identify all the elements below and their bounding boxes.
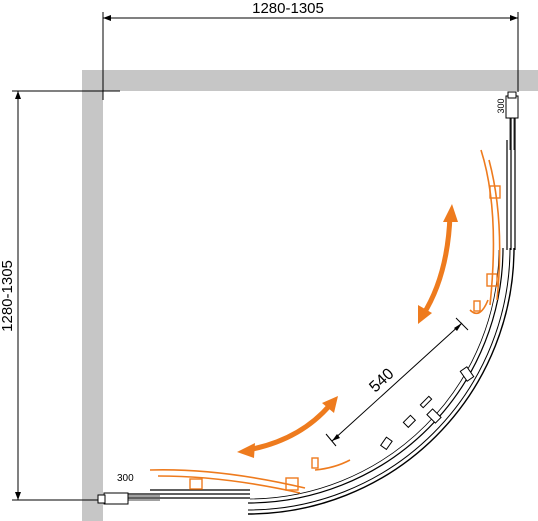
wall-left [82, 70, 103, 521]
wall-top [82, 70, 538, 91]
door-open-right-1 [480, 149, 495, 306]
door-dimension-line [331, 322, 463, 442]
wall-profile-right [505, 95, 519, 119]
fixed-panel-top-label: 300 [496, 98, 506, 113]
door-open-bottom-2 [157, 475, 301, 494]
fixed-panel-bottom [110, 489, 250, 499]
width-label: 1280-1305 [252, 0, 324, 17]
arrow-left-door-icon [247, 403, 332, 453]
inner-track [247, 247, 504, 504]
wall-profile-bottom [103, 492, 129, 505]
height-label: 1280-1305 [0, 260, 16, 332]
door-open-mid [469, 299, 489, 315]
wall-cap-bottom [97, 494, 106, 504]
walls [82, 70, 538, 521]
fixed-panel-bottom-label: 300 [117, 473, 134, 484]
outer-track-2 [247, 247, 511, 511]
outer-track [247, 247, 515, 515]
width-dimension [102, 12, 519, 100]
door-open-right-2 [488, 159, 501, 301]
inner-track-2 [249, 249, 500, 500]
arrow-right-door-icon [420, 214, 453, 317]
door-width-label: 540 [366, 365, 397, 396]
open-direction-arrows [237, 204, 458, 458]
height-dimension [12, 90, 120, 501]
fixed-panel-right [506, 100, 516, 250]
rollers [379, 366, 475, 451]
enclosure-profile [97, 91, 519, 515]
door-open-positions [149, 149, 501, 494]
wall-cap-right [507, 91, 517, 99]
door-open-bottom-1 [149, 469, 306, 489]
orange-hardware [189, 185, 501, 491]
